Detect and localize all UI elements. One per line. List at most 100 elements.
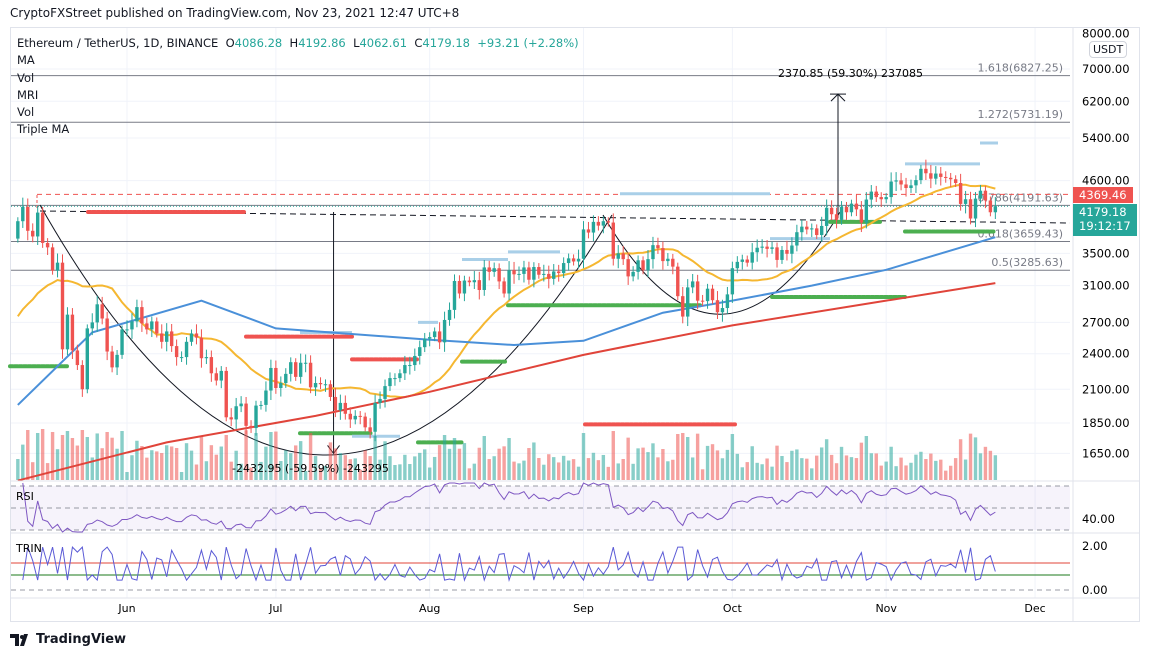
x-tick-label: Jul: [268, 602, 282, 615]
volume-bar: [720, 458, 725, 480]
candle-body: [517, 273, 521, 275]
volume-bar: [914, 454, 918, 480]
candle-body: [839, 206, 844, 220]
candle-body: [770, 247, 774, 249]
volume-bar: [318, 468, 323, 480]
candle-body: [289, 362, 293, 374]
volume-bar: [244, 430, 248, 480]
candle-body: [477, 280, 482, 290]
candle-body: [318, 382, 323, 385]
candle-body: [408, 365, 412, 367]
candle-body: [819, 225, 824, 236]
low-value: 4062.61: [359, 36, 408, 50]
volume-bar: [383, 441, 387, 480]
volume-bar: [437, 445, 442, 480]
volume-bar: [447, 448, 452, 480]
volume-bar: [279, 461, 283, 480]
volume-bar: [606, 466, 611, 480]
candle-body: [492, 268, 496, 272]
rsi-line: [22, 482, 996, 533]
volume-bar: [581, 433, 586, 480]
ma-price-badge: 4369.46: [1073, 187, 1133, 203]
candle-body: [606, 221, 611, 223]
candle-body: [164, 331, 169, 342]
candle-body: [194, 333, 199, 338]
candle-body: [958, 183, 963, 204]
chart-frame: [10, 27, 1140, 622]
volume-bar: [155, 451, 159, 480]
candle-body: [576, 258, 581, 262]
candle-body: [234, 406, 238, 420]
volume-bar: [502, 446, 506, 480]
candle-body: [16, 221, 20, 239]
indicator-vol-2[interactable]: Vol: [17, 105, 35, 119]
volume-bar: [561, 455, 566, 480]
volume-bar: [194, 464, 199, 480]
candle-body: [710, 288, 715, 301]
tradingview-logo[interactable]: TradingView: [10, 632, 126, 647]
volume-bar: [591, 452, 596, 480]
candle-body: [522, 267, 526, 274]
volume-bar: [259, 461, 263, 480]
volume-bar: [556, 462, 561, 480]
volume-bar: [289, 453, 293, 480]
candle-body: [978, 190, 983, 199]
candle-body: [184, 341, 189, 358]
volume-bar: [26, 430, 30, 480]
candle-body: [26, 206, 30, 231]
volume-bar: [95, 433, 99, 480]
candle-body: [140, 307, 144, 324]
volume-bar: [884, 461, 888, 480]
volume-bar: [452, 438, 457, 480]
candle-body: [790, 245, 794, 254]
indicator-ma[interactable]: MA: [17, 53, 35, 67]
candle-body: [914, 180, 918, 186]
candle-body: [666, 258, 670, 262]
volume-bar: [750, 446, 754, 480]
symbol-title[interactable]: Ethereum / TetherUS, 1D, BINANCE: [17, 36, 219, 50]
indicator-mri[interactable]: MRI: [17, 88, 39, 102]
candle-body: [150, 321, 154, 330]
volume-bar: [780, 456, 784, 480]
indicator-triple-ma[interactable]: Triple MA: [17, 122, 70, 136]
measure-label-down: -2432.95 (-59.59%) -243295: [232, 462, 389, 475]
volume-bar: [844, 455, 849, 480]
grid: [11, 28, 1070, 598]
high-value: 4192.86: [298, 36, 346, 50]
candle-body: [939, 173, 943, 177]
volume-bar: [298, 441, 303, 480]
volume-bar: [671, 459, 675, 480]
volume-bar: [398, 464, 402, 480]
candle-body: [378, 398, 382, 403]
candle-body: [591, 221, 596, 233]
candle-body: [323, 384, 328, 386]
candle-body: [169, 331, 174, 347]
candle-body: [904, 184, 908, 189]
candle-body: [601, 221, 606, 226]
candle-body: [145, 323, 149, 330]
currency-button[interactable]: USDT: [1089, 41, 1128, 58]
candle-body: [671, 258, 675, 267]
candle-body: [879, 197, 883, 200]
volume-bar: [21, 444, 25, 480]
candle-body: [720, 308, 725, 313]
candle-body: [274, 367, 278, 388]
volume-bar: [269, 432, 273, 480]
candle-body: [988, 200, 993, 213]
candle-body: [929, 173, 933, 179]
volume-bar: [800, 458, 804, 480]
y-tick-label: 1650.00: [1082, 446, 1130, 460]
ma-long-line: [17, 282, 996, 482]
candle-body: [755, 247, 759, 253]
indicator-vol[interactable]: Vol: [17, 71, 35, 85]
candle-body: [358, 415, 362, 417]
volume-bar: [676, 434, 680, 480]
candle-body: [214, 373, 219, 381]
volume-bar: [308, 433, 313, 480]
volume-bar: [492, 456, 496, 480]
candle-body: [393, 378, 397, 380]
candle-body: [388, 378, 392, 387]
volume-bar: [239, 463, 243, 480]
volume-bar: [90, 457, 94, 480]
